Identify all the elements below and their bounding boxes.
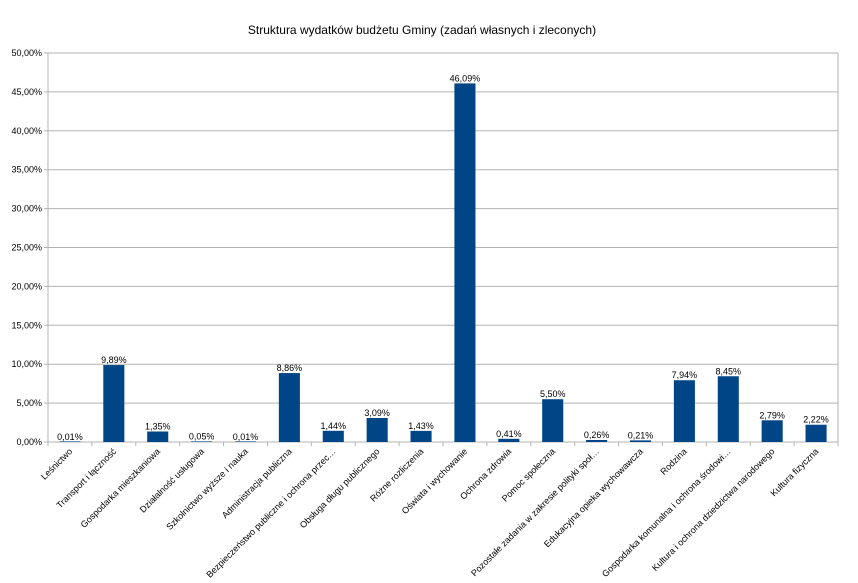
bar (366, 417, 388, 442)
bar (542, 399, 564, 442)
data-label: 9,89% (101, 355, 127, 365)
data-label: 0,01% (57, 432, 83, 442)
bar (191, 441, 213, 442)
bar (761, 420, 783, 442)
bar (586, 439, 608, 442)
bar (103, 365, 125, 442)
bar (59, 441, 81, 442)
data-label: 1,43% (408, 421, 434, 431)
y-tick-label: 20,00% (11, 281, 42, 291)
data-label: 5,50% (540, 389, 566, 399)
bar (673, 380, 695, 442)
data-label: 1,44% (321, 421, 347, 431)
x-tick-label: Szkolnictwo wyższe i nauka (164, 446, 250, 532)
y-tick-label: 40,00% (11, 126, 42, 136)
x-tick-label: Leśnictwo (39, 446, 74, 481)
data-label: 0,05% (189, 432, 215, 442)
y-tick-label: 35,00% (11, 165, 42, 175)
bar (717, 376, 739, 442)
y-tick-label: 15,00% (11, 320, 42, 330)
bar (410, 430, 432, 442)
data-label: 2,79% (759, 410, 785, 420)
bar (805, 424, 827, 442)
x-tick-label: Kultura fizyczna (768, 446, 820, 498)
bar (322, 430, 344, 442)
data-label: 0,26% (584, 430, 610, 440)
data-label: 8,86% (277, 363, 303, 373)
bar (454, 83, 476, 442)
y-tick-label: 50,00% (11, 48, 42, 58)
bar (629, 440, 652, 442)
x-tick-label: Edukacyjna opieka wychowawcza (542, 446, 645, 549)
data-label: 1,35% (145, 421, 171, 431)
y-tick-label: 30,00% (11, 204, 42, 214)
y-tick-label: 5,00% (16, 398, 42, 408)
bar (234, 441, 257, 442)
data-label: 7,94% (672, 370, 698, 380)
x-tick-label: Rodzina (658, 446, 688, 476)
bar (498, 438, 520, 442)
data-label: 46,09% (450, 73, 481, 83)
data-label: 8,45% (716, 366, 742, 376)
data-label: 0,01% (233, 432, 259, 442)
bar (147, 431, 169, 442)
chart-title: Struktura wydatków budżetu Gminy (zadań … (248, 23, 596, 37)
x-tick-label: Gospodarka mieszkaniowa (79, 446, 162, 529)
bars-layer (59, 83, 827, 442)
labels-layer: 0,00% 5,00% 10,00% 15,00% 20,00% 25,00% 30,00%… (11, 48, 828, 580)
y-tick-label: 0,00% (16, 437, 42, 447)
y-tick-label: 45,00% (11, 87, 42, 97)
bar (278, 373, 300, 442)
data-label: 0,41% (496, 429, 522, 439)
data-label: 0,21% (628, 430, 654, 440)
y-tick-label: 10,00% (11, 359, 42, 369)
data-label: 2,22% (803, 415, 829, 425)
y-tick-label: 25,00% (11, 243, 42, 253)
x-tick-label: Obsługa długu publicznego (298, 446, 382, 530)
grid-layer (44, 52, 839, 446)
data-label: 3,09% (364, 408, 390, 418)
